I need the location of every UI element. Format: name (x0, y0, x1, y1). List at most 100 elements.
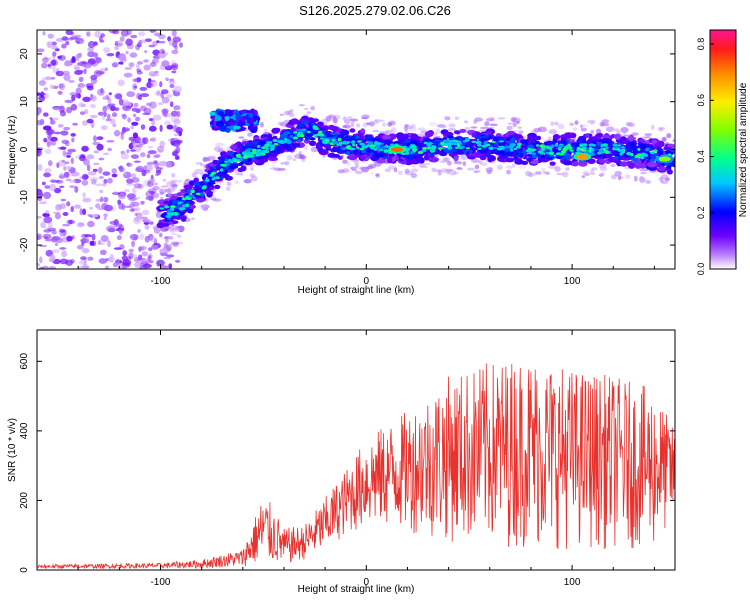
heatmap-halo-cell (410, 123, 416, 128)
heatmap-noise-cell (81, 241, 85, 246)
heatmap-halo-cell (332, 115, 337, 120)
heatmap-ridge-cell (357, 140, 362, 143)
heatmap-branch-cell (215, 120, 225, 127)
heatmap-noise-cell (113, 247, 122, 250)
heatmap-ridge-cell (312, 134, 318, 137)
heatmap-noise-cell (145, 190, 154, 198)
heatmap-ridge-cell (411, 145, 417, 149)
heatmap-ridge-cell (233, 159, 239, 163)
heatmap-ridge-cell (515, 145, 521, 149)
heatmap-ridge-cell (657, 166, 666, 172)
heatmap-hotspot (576, 154, 589, 160)
heatmap-ridge-cell (156, 222, 165, 229)
heatmap-noise-cell (57, 124, 64, 128)
heatmap-noise-cell (146, 161, 155, 166)
heatmap-branch-cell (210, 114, 216, 120)
heatmap-ridge-cell (537, 150, 544, 154)
heatmap-ridge-cell (246, 151, 253, 155)
heatmap-ridge-cell (328, 124, 336, 131)
y-tick-label: 200 (19, 492, 30, 509)
heatmap-ridge-cell (165, 215, 171, 218)
heatmap-noise-cell (58, 83, 64, 89)
heatmap-noise-cell (82, 192, 86, 198)
heatmap-noise-cell (87, 256, 94, 261)
heatmap-ridge-cell (193, 177, 199, 183)
heatmap-noise-cell (50, 76, 56, 80)
heatmap-halo-cell (298, 104, 305, 107)
x-tick-label: 100 (564, 577, 581, 588)
heatmap-halo-cell (238, 136, 245, 139)
heatmap-noise-cell (76, 69, 84, 73)
heatmap-ridge-cell (271, 127, 280, 134)
heatmap-halo-cell (496, 164, 503, 170)
heatmap-halo-cell (550, 121, 555, 127)
heatmap-noise-cell (131, 107, 138, 112)
heatmap-halo-cell (587, 119, 596, 124)
heatmap-noise-cell (113, 219, 119, 226)
heatmap-ridge-cell (375, 153, 381, 158)
heatmap-noise-cell (63, 62, 72, 67)
heatmap-halo-cell (448, 169, 457, 176)
heatmap-ridge-cell (310, 122, 316, 126)
heatmap-halo-cell (370, 172, 374, 175)
heatmap-halo-cell (580, 127, 587, 132)
heatmap-ridge-cell (578, 160, 588, 167)
heatmap-halo-cell (289, 109, 294, 112)
heatmap-noise-cell (172, 41, 178, 48)
heatmap-noise-cell (79, 111, 85, 115)
heatmap-noise-cell (139, 233, 145, 240)
heatmap-halo-cell (185, 178, 191, 182)
heatmap-noise-cell (47, 64, 51, 67)
heatmap-noise-cell (93, 41, 98, 46)
heatmap-noise-cell (135, 116, 141, 122)
heatmap-noise-cell (70, 133, 76, 137)
heatmap-noise-cell (135, 63, 140, 69)
heatmap-noise-cell (92, 168, 98, 172)
heatmap-noise-cell (114, 45, 119, 51)
heatmap-noise-cell (119, 165, 124, 173)
heatmap-noise-cell (147, 150, 157, 155)
heatmap-noise-cell (78, 76, 84, 83)
heatmap-halo-cell (260, 122, 264, 128)
heatmap-ridge-cell (614, 133, 622, 140)
heatmap-noise-cell (57, 90, 63, 95)
heatmap-noise-cell (136, 144, 143, 148)
heatmap-noise-cell (47, 133, 52, 140)
heatmap-noise-cell (148, 247, 153, 252)
heatmap-ridge-cell (528, 150, 532, 155)
heatmap-noise-cell (55, 179, 64, 184)
heatmap-halo-cell (226, 181, 232, 186)
heatmap-halo-cell (397, 170, 403, 176)
heatmap-halo-cell (507, 122, 513, 125)
heatmap-halo-cell (474, 171, 478, 174)
heatmap-noise-cell (98, 258, 108, 264)
heatmap-noise-cell (93, 135, 97, 143)
heatmap-ridge-cell (297, 131, 304, 134)
heatmap-noise-cell (115, 93, 123, 100)
heatmap-noise-cell (112, 62, 118, 68)
heatmap-noise-cell (141, 209, 150, 216)
heatmap-noise-cell (130, 154, 139, 160)
heatmap-halo-cell (382, 122, 386, 127)
heatmap-noise-cell (61, 43, 67, 49)
heatmap-ridge-cell (487, 155, 496, 162)
heatmap-halo-cell (404, 129, 409, 132)
heatmap-halo-cell (425, 163, 431, 166)
heatmap-ridge-cell (424, 131, 434, 138)
heatmap-ridge-cell (459, 128, 467, 133)
heatmap-noise-cell (51, 179, 61, 183)
heatmap-ridge-cell (442, 137, 448, 141)
heatmap-branch-cell (241, 116, 247, 122)
heatmap-ridge-cell (582, 146, 587, 150)
heatmap-ridge-cell (171, 199, 179, 205)
heatmap-noise-cell (129, 52, 138, 58)
heatmap-noise-cell (43, 112, 49, 117)
heatmap-noise-cell (128, 197, 138, 201)
heatmap-noise-cell (76, 222, 85, 228)
heatmap-noise-cell (59, 185, 65, 188)
heatmap-noise-cell (126, 162, 130, 167)
heatmap-halo-cell (243, 179, 252, 184)
heatmap-noise-cell (146, 181, 154, 187)
heatmap-ridge-cell (549, 147, 553, 151)
heatmap-halo-cell (444, 116, 451, 121)
